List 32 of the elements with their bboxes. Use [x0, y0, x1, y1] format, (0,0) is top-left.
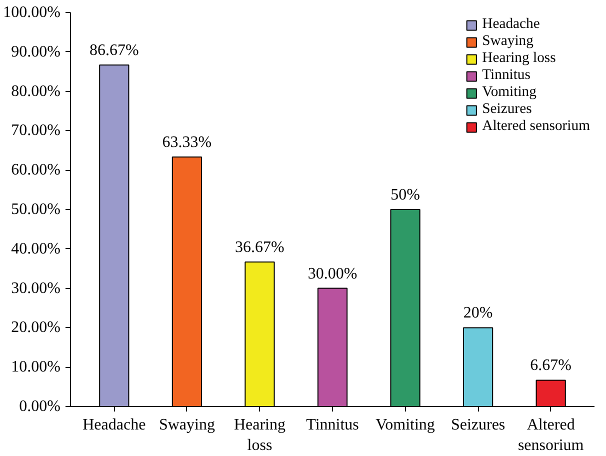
y-tick-label: 0.00%: [19, 398, 60, 415]
x-tick-label: Headache: [82, 416, 146, 434]
y-tick-label: 60.00%: [11, 162, 60, 179]
x-tick-label: Tinnitus: [306, 416, 359, 434]
y-tick-label: 40.00%: [11, 240, 60, 258]
y-tick-label: 10.00%: [11, 358, 60, 376]
y-tick-label: 30.00%: [11, 280, 60, 297]
y-tick-label: 20.00%: [11, 319, 60, 336]
x-tick-label: Swaying: [158, 416, 215, 434]
data-label: 30.00%: [308, 265, 358, 282]
y-tick-label: 70.00%: [11, 122, 60, 140]
x-tick-label: Altered sensorium: [518, 416, 584, 454]
y-tick-label: 50.00%: [11, 201, 60, 218]
y-tick-label: 80.00%: [11, 82, 60, 100]
data-label: 20%: [463, 304, 493, 322]
legend-label: Seizures: [482, 101, 532, 118]
legend-label: Altered sensorium: [482, 118, 590, 135]
data-label: 63.33%: [162, 134, 212, 151]
x-tick-label: Vomiting: [376, 416, 435, 434]
legend-label: Vomiting: [482, 84, 536, 101]
legend-label: Hearing loss: [482, 50, 556, 67]
legend-label: Headache: [482, 16, 540, 33]
y-tick-label: 100.00%: [3, 4, 60, 21]
y-tick-label: 90.00%: [11, 43, 60, 60]
data-label: 36.67%: [235, 239, 284, 256]
legend-label: Tinnitus: [482, 67, 530, 84]
x-tick-label: Seizures: [450, 416, 506, 434]
legend-label: Swaying: [482, 33, 534, 50]
data-label: 6.67%: [530, 357, 572, 374]
data-label: 50%: [390, 186, 420, 204]
x-tick-label: Hearing loss: [234, 416, 286, 454]
data-label: 86.67%: [90, 42, 139, 60]
